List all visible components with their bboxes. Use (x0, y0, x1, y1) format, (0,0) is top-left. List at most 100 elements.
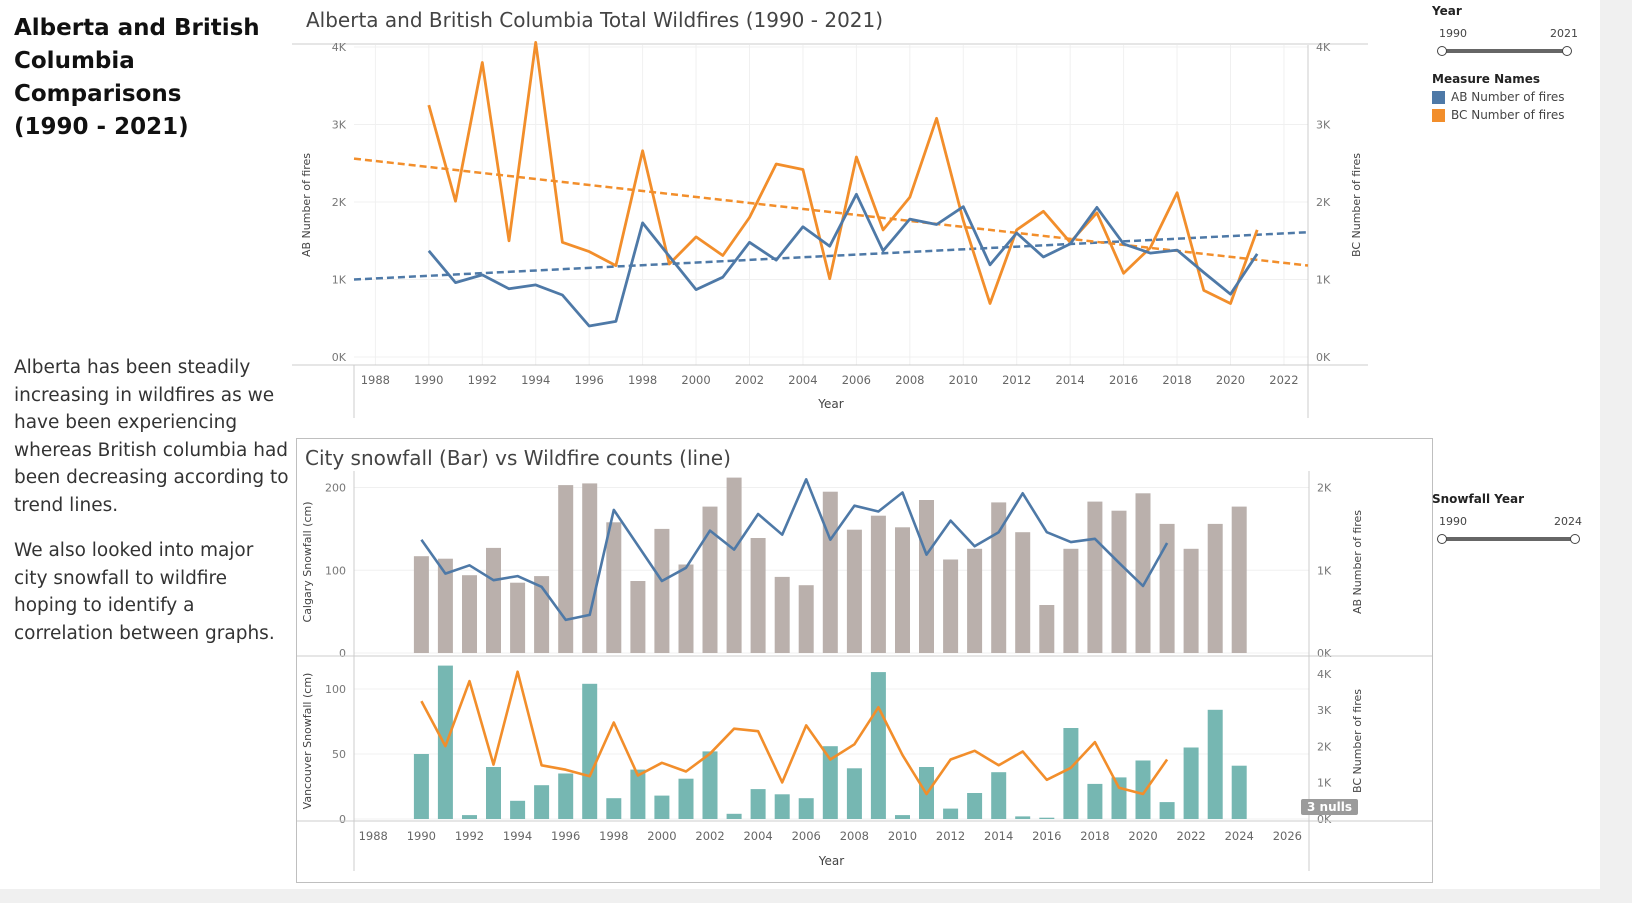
chart2-x-tick-label: 2016 (1032, 829, 1061, 843)
vancouver-snowfall-bar (1039, 817, 1055, 819)
chart2-x-tick-label: 2012 (936, 829, 965, 843)
calgary-snowfall-bar (462, 575, 477, 653)
calgary-snowfall-bar (1015, 532, 1031, 653)
year-slider-min-handle[interactable] (1437, 46, 1447, 56)
chart2-right-tick-label: 0K (1317, 813, 1332, 826)
snowfall-year-slider-track[interactable] (1441, 537, 1575, 541)
calgary-snowfall-bar (534, 576, 550, 653)
vancouver-snowfall-bar (1231, 765, 1247, 819)
vancouver-snowfall-bar (1063, 728, 1079, 819)
nulls-indicator[interactable]: 3 nulls (1301, 799, 1358, 815)
legend-title: Measure Names (1432, 72, 1541, 86)
calgary-snowfall-bar (630, 581, 646, 653)
vancouver-snowfall-bar (774, 794, 790, 819)
chart2-x-tick-label: 2024 (1225, 829, 1254, 843)
chart1-right-tick-label: 3K (1316, 119, 1331, 132)
ab-fires-line (427, 192, 1259, 328)
chart2-right-tick-label: 4K (1317, 668, 1332, 681)
vancouver-snowfall-bar (967, 793, 983, 819)
chart1-x-tick-label: 2008 (895, 373, 924, 387)
chart2-left-tick-label: 0 (339, 813, 346, 826)
legend-item-bc[interactable]: BC Number of fires (1432, 108, 1602, 122)
year-filter-min: 1990 (1439, 27, 1467, 40)
vancouver-snowfall-bar (558, 773, 574, 819)
chart1-x-tick-label: 2004 (788, 373, 817, 387)
snowfall-year-filter[interactable]: Snowfall Year 1990 2024 (1432, 492, 1592, 552)
calgary-snowfall-bar (895, 527, 910, 653)
calgary-snowfall-bar (1159, 523, 1175, 653)
vancouver-snowfall-bar (943, 808, 959, 819)
legend-item-ab[interactable]: AB Number of fires (1432, 90, 1602, 104)
vancouver-snowfall-bar (1159, 802, 1175, 819)
year-slider-track[interactable] (1441, 49, 1567, 53)
chart1-x-tick-label: 2016 (1109, 373, 1138, 387)
calgary-snowfall-bar (1039, 605, 1055, 653)
calgary-snowfall-bar (413, 556, 429, 653)
chart2-x-tick-label: 1988 (359, 829, 388, 843)
calgary-snowfall-bar (774, 576, 790, 653)
chart2-x-tick-label: 2010 (888, 829, 917, 843)
dashboard-title: Alberta and British Columbia Comparisons… (14, 15, 260, 140)
chart2-x-tick-label: 1998 (599, 829, 628, 843)
chart2-x-tick-label: 1996 (551, 829, 580, 843)
year-filter-title: Year (1432, 4, 1462, 18)
chart2-left-tick-label: 0 (339, 647, 346, 660)
vancouver-snowfall-bar (582, 683, 598, 819)
chart1-left-tick-label: 4K (332, 41, 347, 54)
chart2-x-tick-label: 2002 (695, 829, 724, 843)
calgary-snowfall-bar (582, 483, 598, 653)
chart1-x-tick-label: 1990 (414, 373, 443, 387)
legend-label-ab: AB Number of fires (1451, 90, 1565, 104)
chart1-x-tick-label: 1988 (361, 373, 390, 387)
vancouver-snowfall-bar (462, 815, 477, 819)
vancouver-snowfall-bar (1015, 816, 1031, 819)
vancouver-snowfall-bar (510, 800, 526, 819)
chart1-right-tick-label: 4K (1316, 41, 1331, 54)
chart2-x-tick-label: 2018 (1080, 829, 1109, 843)
chart2-right-tick-label: 3K (1317, 704, 1332, 717)
year-slider-max-handle[interactable] (1562, 46, 1572, 56)
calgary-snowfall-bar (702, 506, 718, 653)
calgary-snowfall-bar (486, 547, 501, 653)
vancouver-snowfall-bar (1207, 709, 1223, 819)
chart2-x-tick-label: 2020 (1128, 829, 1157, 843)
year-filter[interactable]: Year 1990 2021 (1432, 4, 1582, 64)
chart1-x-axis-title: Year (817, 397, 843, 411)
vancouver-snowfall-bar (798, 798, 814, 819)
legend-label-bc: BC Number of fires (1451, 108, 1565, 122)
calgary-snowfall-bar (654, 528, 670, 653)
chart2-x-tick-label: 1994 (503, 829, 532, 843)
ab-fires-axis-title: AB Number of fires (1351, 510, 1364, 614)
bc-fires-axis-title: BC Number of fires (1351, 689, 1364, 793)
vancouver-snowfall-bar (437, 665, 453, 819)
bc-color-swatch (1432, 108, 1445, 122)
calgary-snowfall-bar (798, 585, 814, 653)
bottom-margin-strip (0, 889, 1632, 903)
calgary-snowfall-bar (558, 485, 574, 653)
chart2-x-tick-label: 2026 (1273, 829, 1302, 843)
calgary-snowfall-bar (1111, 510, 1127, 653)
chart2-left-tick-label: 50 (332, 748, 346, 761)
calgary-snowfall-bar (991, 502, 1007, 653)
vancouver-snowfall-bar (702, 751, 718, 819)
chart1-left-tick-label: 0K (332, 351, 347, 364)
calgary-snowfall-bar (967, 548, 983, 653)
calgary-snowfall-bar (846, 529, 862, 653)
calgary-snowfall-bar (437, 558, 453, 653)
vancouver-snowfall-bar (750, 789, 766, 819)
ab-trend-line (353, 230, 1309, 281)
snowfall-year-slider-min-handle[interactable] (1437, 534, 1447, 544)
calgary-snowfall-bar (750, 538, 766, 653)
chart2-x-tick-label: 2004 (743, 829, 772, 843)
wildfire-line-chart-plot: 0K 0K 1K 1K 2K 2K 3K 3K 4K 4K 1988 1990 1992 1994 1996… (292, 41, 1368, 418)
ab-color-swatch (1432, 90, 1445, 104)
snowfall-year-slider-max-handle[interactable] (1570, 534, 1580, 544)
vancouver-snowfall-bar (991, 772, 1007, 819)
chart1-x-tick-label: 2020 (1216, 373, 1245, 387)
snowfall-year-max: 2024 (1554, 515, 1582, 528)
vancouver-snowfall-bar (606, 798, 622, 819)
chart1-right-axis-title: BC Number of fires (1350, 153, 1363, 257)
chart2-right-tick-label: 1K (1317, 564, 1332, 577)
vancouver-snowfall-bar (1135, 760, 1151, 819)
chart1-x-tick-label: 2000 (681, 373, 710, 387)
